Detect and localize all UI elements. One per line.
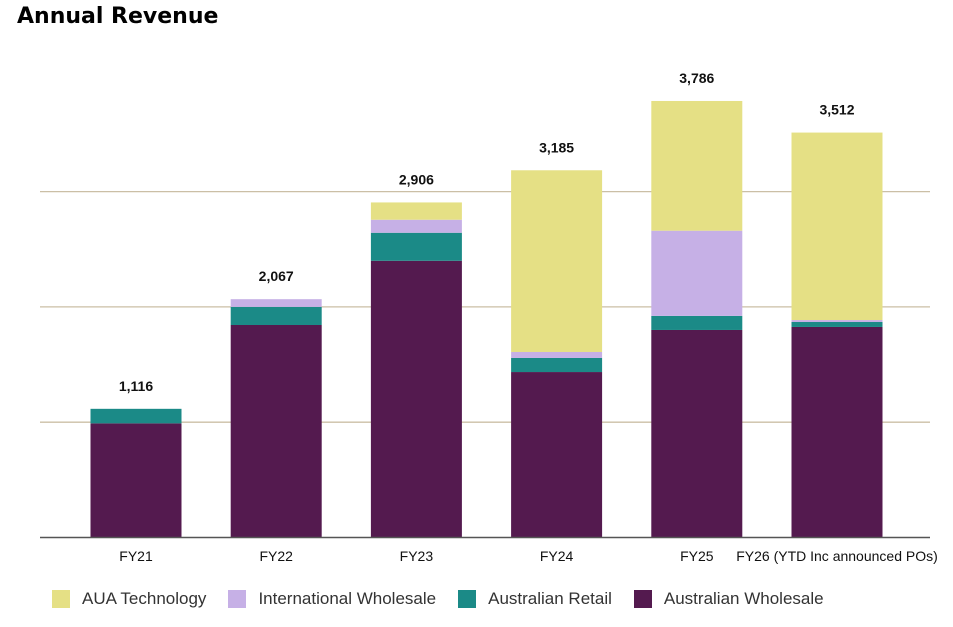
bar-segment-international-wholesale	[791, 320, 883, 323]
legend-label: AUA Technology	[82, 589, 207, 608]
legend-item: Australian Wholesale	[633, 589, 824, 609]
legend-label: Australian Retail	[488, 589, 612, 608]
bar-segment-australian-retail	[230, 306, 322, 326]
bar-segment-aua-technology	[511, 170, 603, 352]
total-label: 3,512	[819, 102, 854, 118]
x-tick-label: FY25	[680, 548, 714, 564]
x-tick-label: FY22	[259, 548, 293, 564]
chart-title: Annual Revenue	[17, 4, 219, 29]
bar-segment-australian-retail	[370, 232, 462, 261]
total-label: 3,185	[539, 139, 574, 155]
bar-segment-aua-technology	[651, 100, 743, 231]
legend-item: International Wholesale	[228, 589, 436, 609]
legend-swatch	[52, 590, 70, 608]
bar-segment-australian-retail	[791, 322, 883, 327]
bar-segment-australian-retail	[651, 315, 743, 330]
bar-segment-australian-wholesale	[791, 326, 883, 538]
legend-swatch	[228, 590, 247, 608]
bar-segment-australian-retail	[90, 408, 182, 424]
total-label: 3,786	[679, 70, 714, 86]
total-label: 1,116	[119, 378, 153, 394]
x-tick-label: FY24	[540, 548, 574, 564]
bar-segment-australian-wholesale	[230, 325, 322, 538]
bar-segment-australian-wholesale	[651, 329, 743, 538]
legend-item: AUA Technology	[52, 589, 206, 609]
bar-segment-australian-wholesale	[90, 423, 182, 538]
bar-segment-international-wholesale	[230, 299, 322, 307]
x-tick-label: FY21	[119, 548, 153, 564]
legend-label: International Wholesale	[258, 589, 437, 608]
legend-item: Australian Retail	[458, 589, 612, 609]
total-label: 2,906	[399, 171, 434, 187]
legend-swatch	[458, 590, 477, 608]
x-tick-label: FY23	[400, 548, 434, 564]
x-tick-label: FY26 (YTD Inc announced POs)	[736, 548, 938, 564]
legend: AUA Technology International Wholesale Aus…	[52, 589, 846, 609]
bar-segment-aua-technology	[791, 132, 883, 321]
bar-segment-international-wholesale	[511, 351, 603, 358]
bar-segment-australian-retail	[511, 357, 603, 373]
total-label: 2,067	[259, 268, 294, 284]
bar-segment-aua-technology	[370, 202, 462, 220]
bar-segment-international-wholesale	[651, 230, 743, 316]
bar-segment-australian-wholesale	[511, 372, 603, 538]
legend-swatch	[633, 590, 652, 608]
bar-segment-australian-wholesale	[370, 260, 462, 538]
bar-segment-international-wholesale	[370, 219, 462, 233]
legend-label: Australian Wholesale	[663, 589, 824, 608]
